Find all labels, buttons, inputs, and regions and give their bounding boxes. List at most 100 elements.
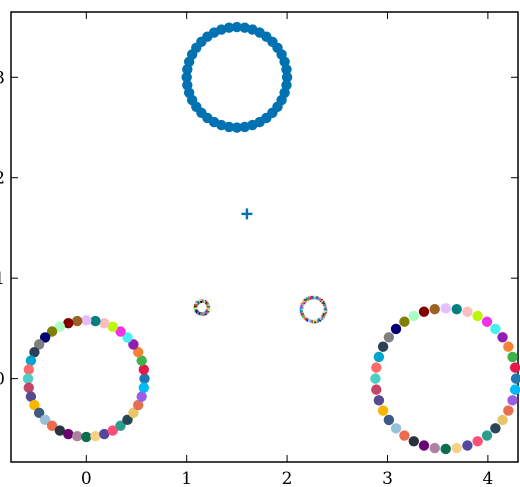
- scatter-point-detail: [207, 304, 210, 307]
- scatter-point: [39, 332, 51, 343]
- scatter-point-detail: [321, 318, 324, 321]
- scatter-point-detail: [208, 309, 211, 312]
- scatter-point-detail: [325, 309, 328, 312]
- scatter-point-detail: [196, 304, 199, 307]
- scatter-point: [33, 339, 45, 350]
- scatter-point: [418, 440, 430, 451]
- scatter-point-detail: [324, 311, 327, 314]
- scatter-point-detail: [324, 314, 327, 317]
- scatter-point: [90, 315, 101, 327]
- x-axis: 0 1 2 3 4: [81, 12, 493, 487]
- scatter-point: [383, 332, 395, 343]
- scatter-point: [122, 332, 133, 343]
- scatter-point: [509, 384, 520, 395]
- scatter-point: [33, 407, 45, 419]
- scatter-point: [128, 339, 139, 350]
- scatter-point-detail: [205, 301, 208, 304]
- scatter-point: [440, 303, 451, 314]
- scatter-point-detail: [314, 321, 317, 324]
- scatter-point: [25, 355, 37, 366]
- scatter-point: [115, 420, 126, 431]
- scatter-point-detail: [302, 304, 305, 307]
- scatter-point: [107, 321, 118, 332]
- scatter-point-detail: [321, 300, 324, 303]
- x-tick-label: 4: [482, 469, 493, 487]
- scatter-point: [23, 364, 34, 375]
- x-tick-label: 0: [81, 469, 92, 487]
- scatter-point-detail: [200, 301, 203, 304]
- scatter-point: [373, 351, 385, 363]
- scatter-point-detail: [319, 319, 322, 322]
- scatter-point-detail: [207, 310, 210, 313]
- scatter-point: [71, 315, 83, 327]
- scatter-point: [408, 310, 420, 322]
- scatter-point-detail: [206, 302, 209, 305]
- scatter-point: [383, 414, 395, 426]
- scatter-point: [281, 72, 293, 83]
- scatter-point-detail: [311, 321, 314, 324]
- y-axis: 0 1 2 3: [0, 68, 518, 390]
- scatter-point: [239, 22, 250, 33]
- scatter-point: [451, 303, 462, 315]
- scatter-point: [138, 382, 150, 393]
- scatter-point: [90, 430, 101, 442]
- scatter-point: [377, 341, 389, 352]
- scatter-point: [503, 341, 514, 352]
- scatter-point-detail: [309, 297, 312, 300]
- scatter-point: [509, 362, 520, 373]
- scatter-point: [181, 72, 192, 83]
- scatter-point: [136, 355, 147, 366]
- scatter-point: [63, 428, 74, 440]
- scatter-point: [373, 395, 385, 406]
- scatter-point-detail: [198, 301, 201, 304]
- y-tick-label: 2: [0, 169, 5, 189]
- scatter-point: [481, 316, 493, 327]
- scatter-point: [390, 423, 402, 434]
- scatter-point: [115, 326, 126, 337]
- scatter-point: [440, 443, 451, 455]
- scatter-point-detail: [203, 301, 206, 304]
- scatter-point-detail: [322, 302, 325, 305]
- scatter-point: [281, 79, 292, 91]
- scatter-point: [390, 323, 402, 335]
- data-marks: [22, 21, 520, 455]
- scatter-point: [371, 384, 382, 395]
- scatter-point: [490, 423, 501, 434]
- scatter-point: [128, 407, 139, 419]
- scatter-point: [462, 440, 473, 451]
- scatter-point: [370, 373, 381, 384]
- scatter-point-detail: [324, 306, 327, 309]
- scatter-point: [510, 373, 520, 384]
- y-tick-label: 3: [0, 68, 5, 88]
- scatter-point: [81, 431, 92, 443]
- scatter-point: [139, 373, 150, 384]
- scatter-point-detail: [305, 300, 308, 303]
- scatter-point-detail: [319, 298, 322, 301]
- scatter-point: [481, 430, 493, 441]
- scatter-point: [132, 399, 144, 411]
- scatter-point-detail: [203, 313, 206, 316]
- y-tick-label: 1: [0, 269, 5, 289]
- scatter-point: [29, 399, 40, 411]
- scatter-point-detail: [322, 316, 325, 319]
- scatter-point: [429, 442, 440, 454]
- scatter-point-detail: [316, 320, 319, 323]
- scatter-point: [231, 21, 243, 33]
- scatter-point: [138, 364, 150, 375]
- scatter-point-detail: [205, 312, 208, 315]
- scatter-point: [122, 414, 133, 426]
- y-tick-label: 0: [0, 370, 5, 390]
- scatter-point: [472, 310, 483, 322]
- scatter-point: [503, 405, 514, 416]
- scatter-point: [54, 321, 66, 332]
- scatter-point-detail: [301, 309, 304, 312]
- scatter-point: [63, 318, 74, 329]
- scatter-point: [418, 306, 430, 317]
- scatter-point: [399, 430, 410, 441]
- scatter-point-detail: [311, 297, 314, 300]
- scatter-point: [429, 303, 440, 315]
- scatter-point: [462, 306, 473, 317]
- scatter-point-detail: [301, 306, 304, 309]
- scatter-point-detail: [201, 300, 204, 303]
- scatter-point: [22, 373, 34, 384]
